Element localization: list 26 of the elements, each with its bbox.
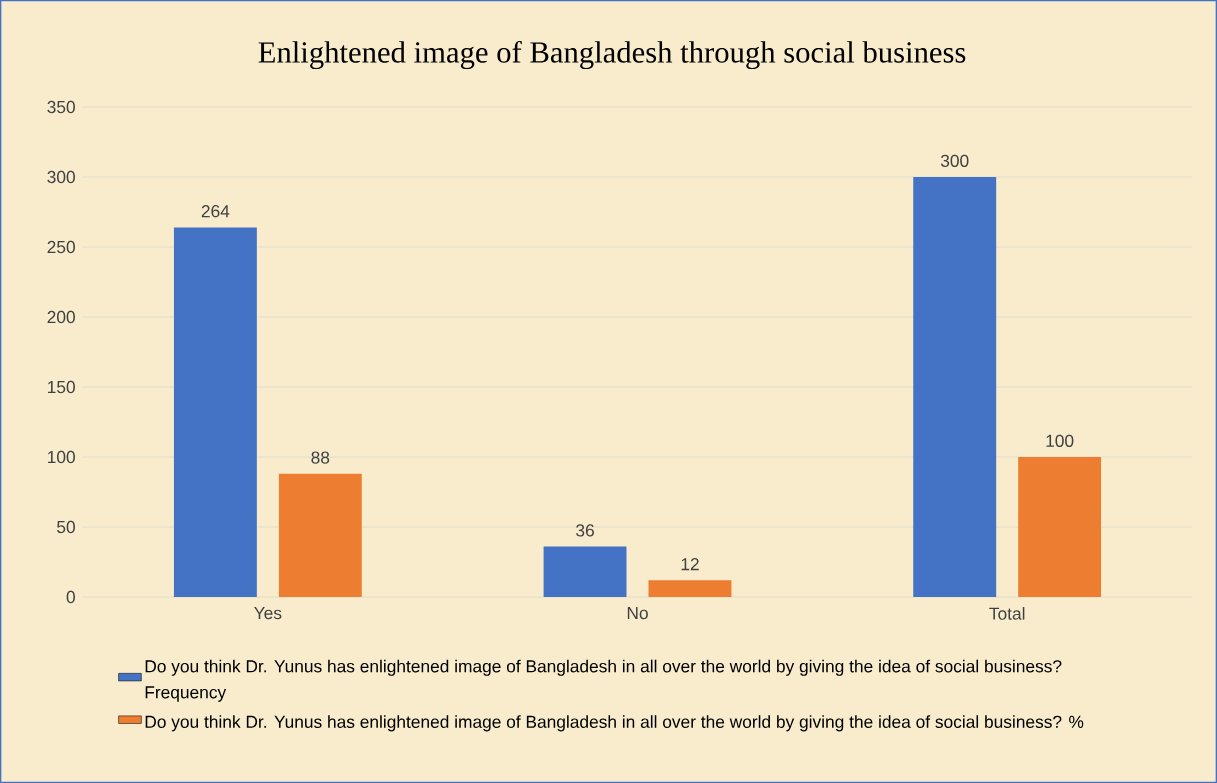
data-label: 12 [681, 558, 699, 571]
data-label: 36 [576, 524, 594, 537]
data-label: 300 [940, 154, 969, 167]
data-label: 264 [201, 205, 230, 218]
y-tick-label: 150 [48, 380, 75, 394]
x-tick-label: No [627, 607, 648, 620]
chart-title: Enlightened image of Bangladesh through social business [258, 40, 966, 70]
legend-label: Do you think Dr. Yunus has enlightened image of Bangladesh in all over the world by giving the idea of social business? % [145, 715, 1084, 732]
bar [278, 473, 362, 597]
bar [648, 580, 732, 597]
y-tick-label: 100 [48, 450, 75, 464]
bar [1018, 457, 1102, 597]
y-tick-label: 300 [47, 170, 75, 184]
data-label: 100 [1046, 434, 1074, 447]
x-tick-label: Total [989, 607, 1025, 620]
bar [543, 546, 627, 597]
y-tick-label: 50 [57, 520, 75, 534]
legend-label: Do you think Dr. Yunus has enlightened image of Bangladesh in all over the world by giving the idea of social business? Frequency [145, 659, 1062, 702]
data-label: 88 [311, 451, 330, 464]
y-tick-label: 350 [47, 100, 75, 114]
y-tick-label: 250 [47, 240, 75, 254]
bar [913, 177, 997, 597]
bar [173, 227, 257, 597]
y-tick-label: 200 [47, 310, 75, 324]
y-tick-label: 0 [66, 590, 75, 604]
x-tick-label: Yes [254, 607, 282, 620]
